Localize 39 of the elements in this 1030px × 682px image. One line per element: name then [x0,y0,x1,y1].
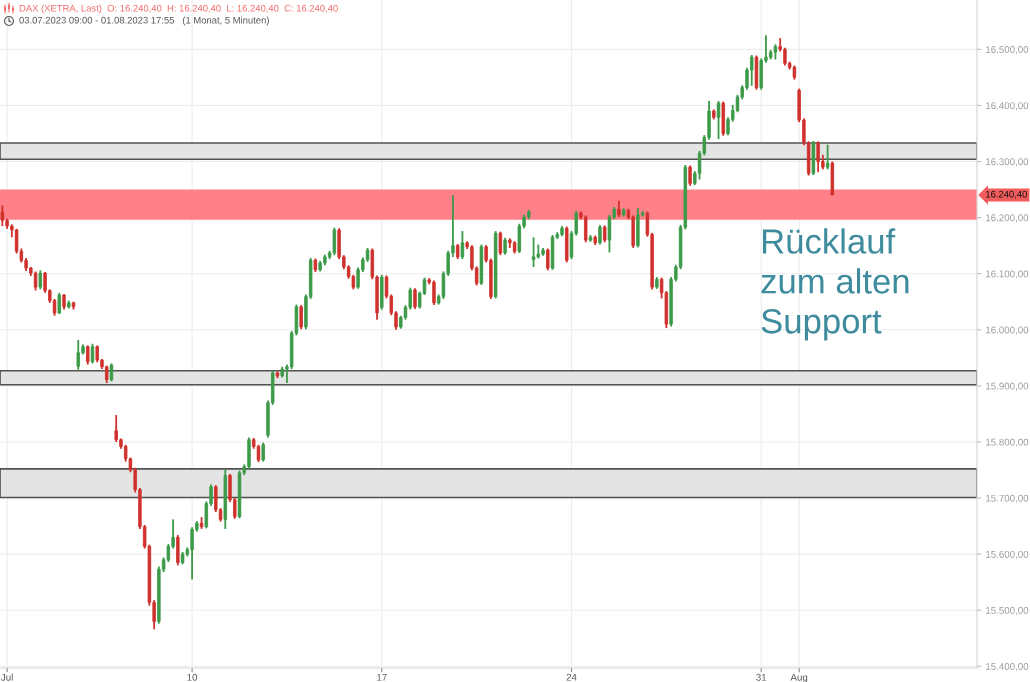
candlestick [531,236,536,268]
candlestick [498,230,503,257]
y-tick-label: 15.800,00 [986,438,1029,447]
candlestick [0,204,5,227]
candlestick [413,287,417,310]
candlestick [460,230,465,261]
candlestick [299,304,303,331]
text: 16.240,40 [986,190,1027,199]
y-tick-label: 16.500,00 [986,46,1029,55]
annotation: Rücklauf zum alten Support [761,228,909,341]
y-tick-label: 15.500,00 [986,606,1029,615]
candlestick [546,247,550,272]
y-tick-label: 16.000,00 [986,326,1029,335]
candlestick [688,164,692,187]
y-tick-label: 15.400,00 [986,663,1029,672]
x-tick-label: 17 [377,673,387,681]
x-tick-label: Aug [790,673,808,682]
candlestick [86,344,90,366]
x-tick-label: 24 [566,673,577,681]
text: 03.07.2023 09:00 - 01.08.2023 17:55 (1 Monat, 5 Minuten) [19,16,269,26]
y-tick-label: 15.600,00 [986,550,1029,559]
candlestick [825,143,830,171]
candlestick [598,224,602,246]
candlestick [33,270,38,292]
chart-title: DAX (XETRA, Last) O: 16.240,40 H: 16.240,40 L: 16.240,40 C: 16.240,40 [19,4,338,14]
candlestick [332,226,337,257]
candlestick [261,441,265,463]
candlestick [607,213,612,254]
y-tick-label: 15.900,00 [986,382,1029,391]
candlestick [38,269,43,291]
y-tick-label: 16.100,00 [986,270,1029,279]
x-tick-label: 31 [756,673,767,681]
y-tick-label: 15.700,00 [986,494,1029,503]
candlestick [716,100,721,141]
y-tick-label: 16.300,00 [986,158,1029,167]
y-tick-label: 16.200,00 [986,214,1029,223]
x-tick-label: 10 [187,673,198,681]
y-tick-label: 16.400,00 [986,102,1029,111]
x-tick-label: Jul [1,673,13,681]
